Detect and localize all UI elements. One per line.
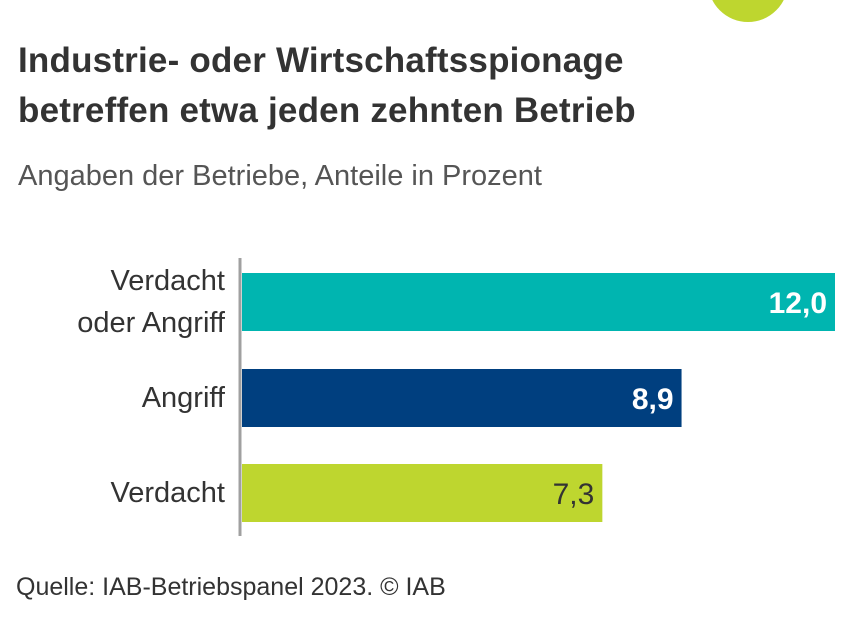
title-line: Industrie- oder Wirtschaftsspionage: [18, 41, 624, 80]
category-label-line: Verdacht: [110, 265, 225, 297]
category-label-line: Verdacht: [110, 477, 225, 509]
category-label-line: Angriff: [141, 382, 225, 414]
category-label-line: oder Angriff: [77, 307, 225, 339]
chart-subtitle: Angaben der Betriebe, Anteile in Prozent: [18, 160, 542, 192]
bar-value-label: 7,3: [553, 478, 595, 511]
bar: [242, 369, 682, 427]
decorative-circle: [708, 0, 788, 22]
title-line: betreffen etwa jeden zehnten Betrieb: [18, 91, 636, 130]
chart-title: Industrie- oder Wirtschaftsspionage betr…: [18, 36, 636, 136]
bar-value-label: 12,0: [769, 287, 827, 320]
category-label: Verdacht oder Angriff: [77, 260, 225, 344]
bar: [242, 273, 835, 331]
bar: [242, 464, 603, 522]
category-label: Verdacht: [111, 472, 225, 514]
category-label: Angriff: [142, 377, 225, 419]
source-note: Quelle: IAB-Betriebspanel 2023. © IAB: [16, 573, 446, 601]
bar-value-label: 8,9: [632, 383, 674, 416]
